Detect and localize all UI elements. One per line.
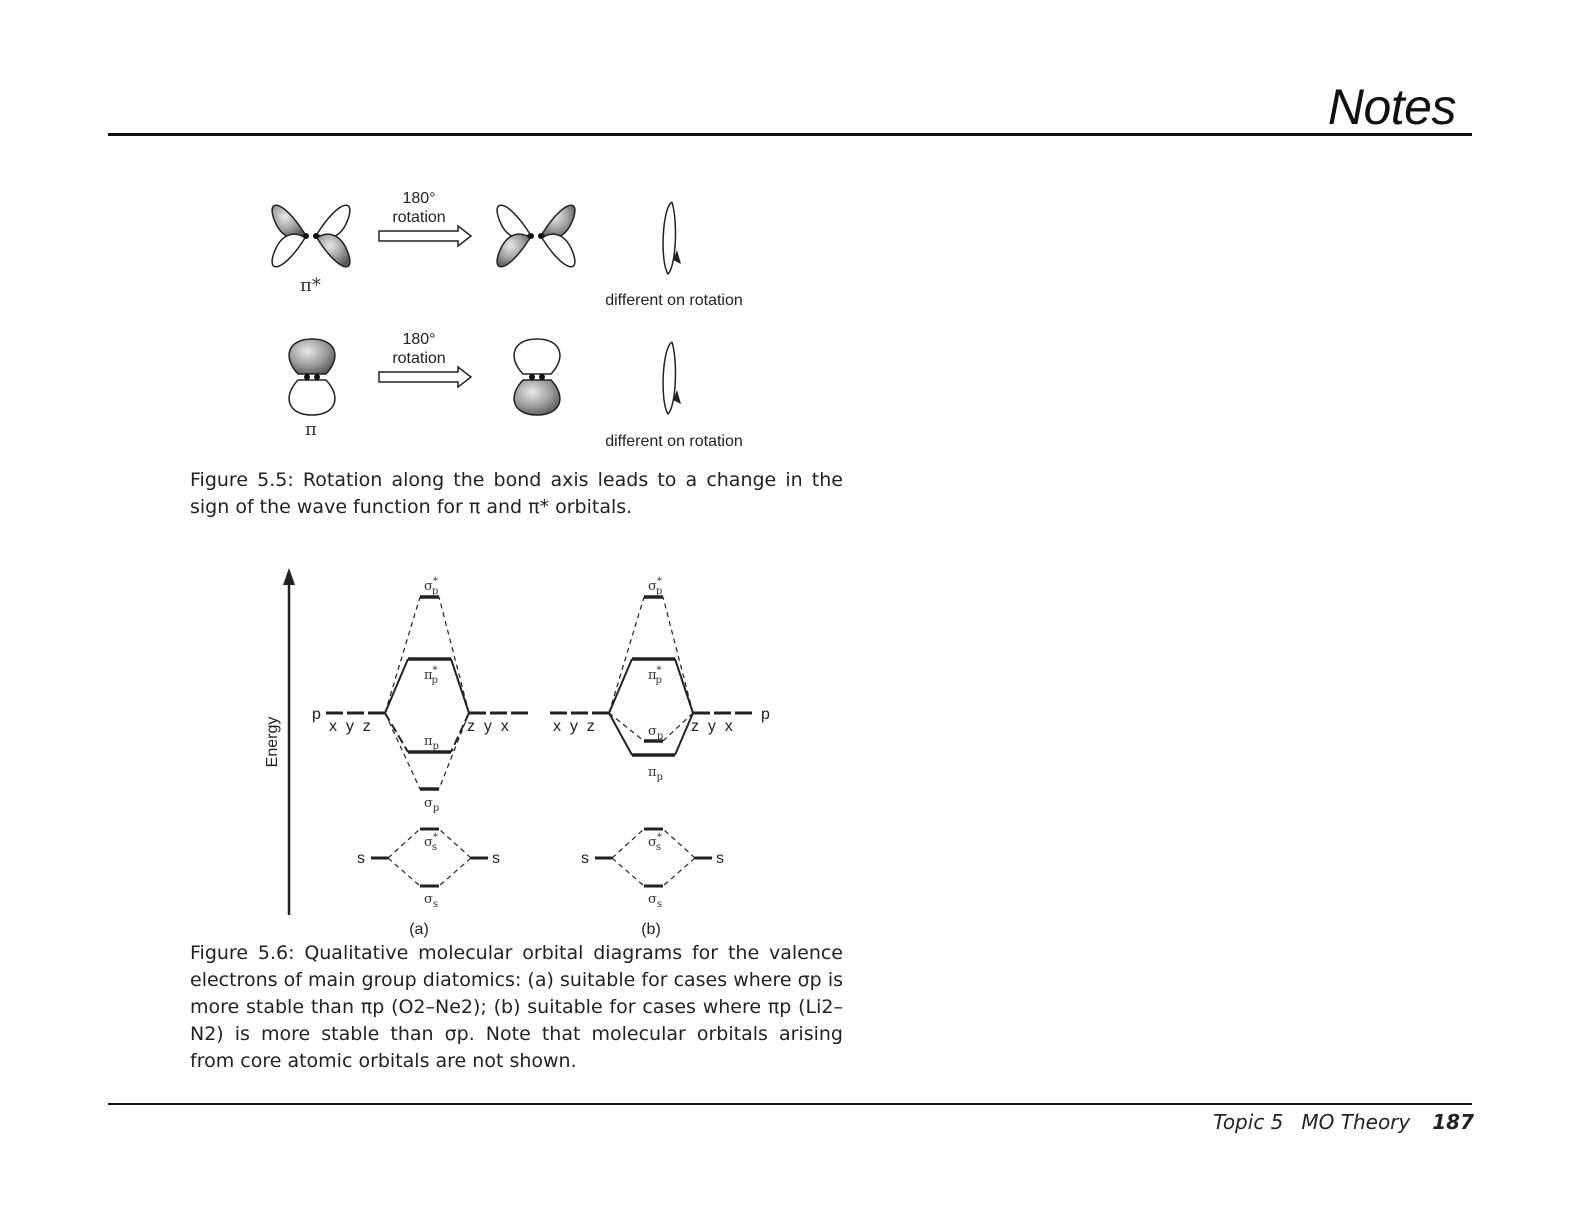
- rotation-label-2-line2: rotation: [392, 350, 445, 367]
- figure-5-6-caption: Figure 5.6: Qualitative molecular orbita…: [190, 940, 843, 1075]
- different-on-rotation-label-2: different on rotation: [605, 433, 743, 450]
- pi-star-orbital-after: [496, 204, 576, 268]
- zyx-right-a: z y x: [467, 718, 509, 735]
- xyz-left-a: x y z: [329, 718, 371, 735]
- mo-diagram-b: p x y z z y x σ* p π*: [550, 576, 770, 938]
- pi-star-label: π*: [300, 275, 321, 296]
- figure-5-6-caption-prefix: Figure 5.6:: [190, 942, 295, 964]
- page-header-title: Notes: [1327, 79, 1457, 135]
- rotation-symbol-2: [662, 341, 681, 416]
- header-rule: [108, 133, 1472, 136]
- sigma-s-star-a: σ* s: [424, 832, 438, 853]
- p-left-label: p: [312, 706, 321, 723]
- rotation-label-2-line1: 180°: [402, 331, 435, 348]
- mo-diagram-a: p x y z z y x: [312, 576, 528, 938]
- different-on-rotation-label-1: different on rotation: [605, 292, 743, 309]
- rotation-arrow-1: [378, 224, 473, 248]
- footer-rule: [108, 1103, 1472, 1105]
- energy-axis-arrowhead: [283, 568, 295, 585]
- sigma-s-a: σs: [424, 892, 438, 910]
- panel-b-label: (b): [641, 921, 661, 938]
- footer-topic: Topic 5: [1213, 1110, 1284, 1134]
- figure-5-5-caption-text: Rotation along the bond axis leads to a …: [190, 469, 843, 518]
- sigma-p-star-a: σ* p: [424, 576, 438, 597]
- s-left-b: s: [581, 850, 589, 867]
- figure-5-6-caption-text: Qualitative molecular orbital diagrams f…: [190, 942, 843, 1072]
- sigma-s-star-b: σ* s: [648, 832, 662, 853]
- page-number: 187: [1432, 1110, 1474, 1134]
- rotation-label-1-line2: rotation: [392, 209, 445, 226]
- sigma-p-b: σp: [648, 724, 663, 742]
- sigma-p-a: σp: [424, 796, 439, 814]
- pi-label: π: [305, 419, 317, 440]
- figure-5-6: Energy p x y z z y x: [264, 568, 770, 938]
- figure-5-5: π* 180° rotation different on rotation π: [271, 190, 743, 450]
- pi-p-a: πp: [424, 734, 439, 752]
- sigma-s-b: σs: [648, 892, 662, 910]
- pi-star-orbital-before: [271, 204, 351, 268]
- page-footer: Topic 5 MO Theory 187: [1213, 1110, 1474, 1134]
- rotation-label-1-line1: 180°: [402, 190, 435, 207]
- rotation-arrow-2: [378, 365, 473, 389]
- s-right-b: s: [716, 850, 724, 867]
- s-right-a: s: [492, 850, 500, 867]
- pi-orbital-after: [513, 338, 561, 416]
- s-left-a: s: [357, 850, 365, 867]
- figure-5-5-caption: Figure 5.5: Rotation along the bond axis…: [190, 467, 843, 521]
- footer-title: MO Theory: [1301, 1110, 1411, 1134]
- figure-5-5-caption-prefix: Figure 5.5:: [190, 469, 294, 491]
- pi-p-star-a: π* p: [424, 665, 438, 686]
- rotation-symbol-1: [662, 201, 681, 276]
- sigma-p-star-b: σ* p: [648, 576, 662, 597]
- pi-p-star-b: π* p: [648, 665, 662, 686]
- p-right-label: p: [761, 706, 770, 723]
- zyx-right-b: z y x: [691, 718, 733, 735]
- xyz-left-b: x y z: [553, 718, 595, 735]
- panel-a-label: (a): [409, 921, 429, 938]
- energy-axis-label: Energy: [264, 717, 281, 768]
- pi-p-b: πp: [648, 765, 663, 783]
- pi-orbital-before: [288, 338, 336, 416]
